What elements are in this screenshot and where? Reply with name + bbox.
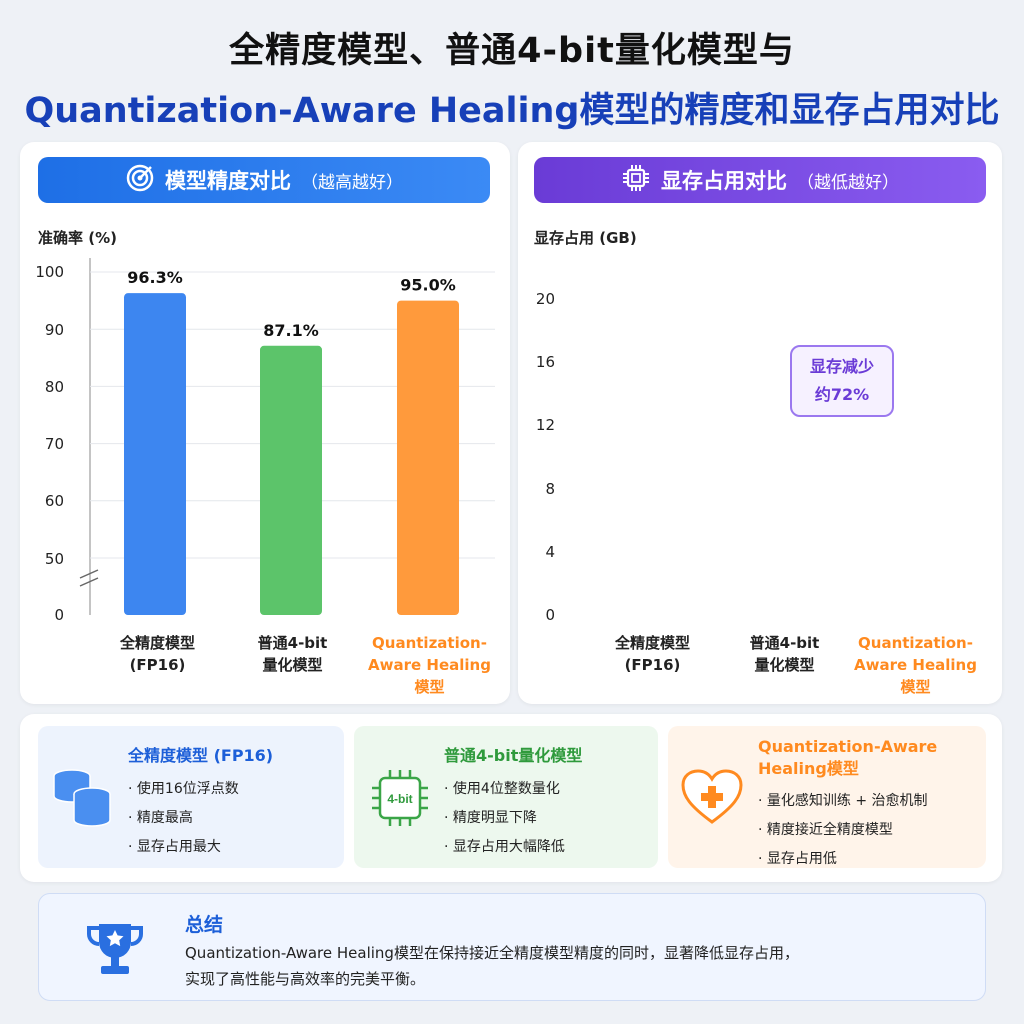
database-icon — [50, 764, 114, 832]
chip-icon — [621, 163, 651, 198]
memory-tick: 8 — [545, 480, 555, 498]
list-item: 精度明显下降 — [444, 807, 565, 827]
accuracy-bar-value: 96.3% — [127, 268, 183, 287]
memory-header: 显存占用对比 （越低越好） — [534, 157, 986, 203]
card-fp16: 全精度模型 (FP16) 使用16位浮点数 精度最高 显存占用最大 — [38, 726, 344, 868]
list-item: 精度接近全精度模型 — [758, 819, 928, 839]
card-list: 量化感知训练 + 治愈机制 精度接近全精度模型 显存占用低 — [758, 790, 928, 877]
card-title: 全精度模型 (FP16) — [128, 746, 274, 765]
accuracy-bar-value: 95.0% — [400, 276, 456, 295]
card-title: Quantization-Aware Healing模型 — [758, 737, 938, 778]
accuracy-tick: 50 — [44, 550, 64, 568]
memory-chart-title: 显存占用对比 — [661, 169, 787, 193]
list-item: 使用16位浮点数 — [128, 778, 239, 798]
main-title-line2: Quantization-Aware Healing模型的精度和显存占用对比 — [24, 91, 1000, 131]
accuracy-bar — [124, 293, 186, 615]
list-item: 量化感知训练 + 治愈机制 — [758, 790, 928, 810]
memory-tick: 12 — [535, 416, 555, 434]
memory-annotation: 显存减少 约72% — [790, 345, 894, 417]
axis-break-mark — [79, 569, 99, 587]
accuracy-tick: 70 — [44, 435, 64, 453]
list-item: 精度最高 — [128, 807, 239, 827]
accuracy-category-label: 普通4-bit 量化模型 — [257, 634, 328, 674]
svg-text:4-bit: 4-bit — [387, 792, 412, 806]
accuracy-bar-value: 87.1% — [263, 321, 319, 340]
accuracy-bar — [260, 345, 322, 615]
list-item: 显存占用大幅降低 — [444, 836, 565, 856]
list-item: 使用4位整数量化 — [444, 778, 565, 798]
main-title-line1: 全精度模型、普通4-bit量化模型与 — [229, 31, 795, 71]
heart-plus-icon — [680, 768, 744, 830]
accuracy-category-label: Quantization- Aware Healing 模型 — [368, 634, 491, 696]
memory-tick: 16 — [535, 353, 555, 371]
memory-category-label: 全精度模型 (FP16) — [614, 634, 690, 674]
accuracy-tick: 80 — [44, 378, 64, 396]
accuracy-tick: 0 — [54, 606, 64, 624]
accuracy-tick: 60 — [44, 492, 64, 510]
summary-line2: 实现了高性能与高效率的完美平衡。 — [185, 970, 426, 988]
memory-tick: 4 — [545, 543, 555, 561]
card-list: 使用16位浮点数 精度最高 显存占用最大 — [128, 778, 239, 865]
accuracy-bar — [397, 300, 459, 615]
memory-y-axis-label: 显存占用 (GB) — [534, 229, 637, 247]
accuracy-category-label: 全精度模型 (FP16) — [119, 634, 195, 674]
card-title: 普通4-bit量化模型 — [444, 746, 583, 765]
accuracy-tick: 90 — [44, 321, 64, 339]
trophy-icon — [83, 916, 147, 984]
memory-panel — [518, 142, 1002, 704]
accuracy-chart-subtitle: （越高越好） — [301, 172, 403, 193]
list-item: 显存占用最大 — [128, 836, 239, 856]
summary-line1: Quantization-Aware Healing模型在保持接近全精度模型精度… — [185, 944, 799, 962]
summary-title: 总结 — [185, 914, 224, 936]
memory-tick: 0 — [545, 606, 555, 624]
target-icon — [125, 163, 155, 198]
accuracy-y-axis-label: 准确率 (%) — [38, 229, 117, 247]
chip-icon: 4-bit — [368, 766, 432, 834]
memory-category-label: 普通4-bit 量化模型 — [749, 634, 820, 674]
memory-category-label: Quantization- Aware Healing 模型 — [854, 634, 977, 696]
accuracy-header: 模型精度对比 （越高越好） — [38, 157, 490, 203]
list-item: 显存占用低 — [758, 848, 928, 868]
card-list: 使用4位整数量化 精度明显下降 显存占用大幅降低 — [444, 778, 565, 865]
summary-box: 总结 Quantization-Aware Healing模型在保持接近全精度模… — [38, 893, 986, 1001]
accuracy-tick: 100 — [35, 263, 64, 281]
card-4bit: 普通4-bit量化模型 4-bit 使用4位整数量化 精度明显下降 显存占用大幅… — [354, 726, 658, 868]
accuracy-chart-title: 模型精度对比 — [165, 169, 291, 193]
memory-tick: 20 — [535, 290, 555, 308]
memory-chart-subtitle: （越低越好） — [797, 172, 899, 193]
